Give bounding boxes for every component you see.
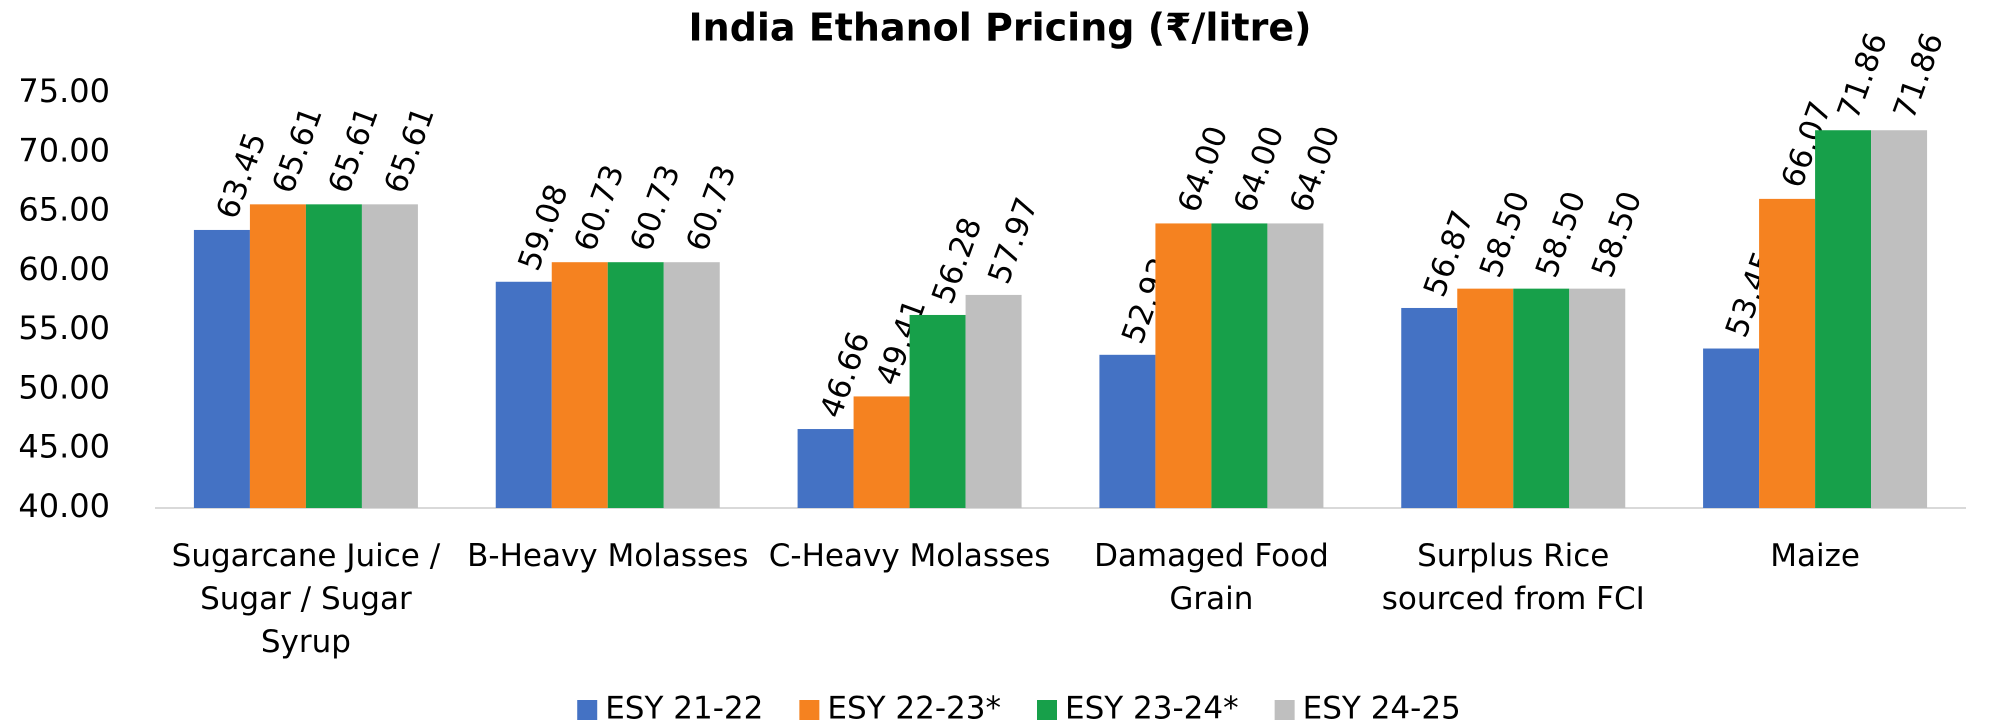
y-tick-label: 50.00 xyxy=(18,368,110,406)
value-label: 64.00 xyxy=(1171,121,1235,217)
bar xyxy=(965,294,1022,508)
bar xyxy=(249,204,306,509)
legend-swatch xyxy=(1274,700,1295,720)
value-label: 65.61 xyxy=(322,102,386,198)
bar xyxy=(1099,354,1156,508)
bar xyxy=(797,429,854,508)
bar xyxy=(1871,130,1928,508)
value-label: 64.00 xyxy=(1283,121,1347,217)
y-tick-label: 60.00 xyxy=(18,250,110,288)
y-tick-label: 65.00 xyxy=(18,191,110,229)
bar xyxy=(495,281,552,508)
value-label: 71.86 xyxy=(1831,28,1895,124)
x-tick-label: B-Heavy Molasses xyxy=(467,538,748,574)
value-label: 57.97 xyxy=(981,193,1045,289)
bar xyxy=(663,262,720,508)
bar xyxy=(1211,223,1268,508)
bar xyxy=(551,262,608,508)
bar xyxy=(1513,288,1570,508)
bar xyxy=(1759,198,1816,509)
value-label: 65.61 xyxy=(378,102,442,198)
legend-swatch xyxy=(1037,700,1057,720)
value-label: 58.50 xyxy=(1585,187,1649,283)
value-label: 56.87 xyxy=(1417,206,1481,302)
value-label: 59.08 xyxy=(511,180,575,276)
value-label: 60.73 xyxy=(623,160,687,256)
legend-item: ESY 22-23* xyxy=(799,691,1001,725)
bar xyxy=(607,262,664,508)
chart-title: India Ethanol Pricing (₹/litre) xyxy=(689,6,1312,50)
y-tick-label: 70.00 xyxy=(18,131,110,169)
legend-item: ESY 24-25 xyxy=(1274,691,1461,725)
legend-label: ESY 21-22 xyxy=(605,691,763,725)
value-label: 60.73 xyxy=(679,160,743,256)
value-label: 71.86 xyxy=(1887,28,1951,124)
bar xyxy=(1267,223,1324,508)
value-label: 65.61 xyxy=(266,102,330,198)
legend-label: ESY 23-24* xyxy=(1065,691,1239,725)
legend-swatch xyxy=(577,700,598,720)
bar xyxy=(1401,307,1458,508)
bar xyxy=(1569,288,1626,508)
value-label: 58.50 xyxy=(1473,187,1537,283)
bar xyxy=(1815,130,1872,508)
legend-item: ESY 23-24* xyxy=(1037,691,1239,725)
y-tick-label: 45.00 xyxy=(18,428,110,466)
value-label: 64.00 xyxy=(1227,121,1291,217)
x-tick-label: Maize xyxy=(1770,538,1860,574)
bar xyxy=(1155,223,1212,508)
bar xyxy=(305,204,362,509)
y-tick-label: 40.00 xyxy=(18,487,110,525)
bar xyxy=(1457,288,1514,508)
value-label: 56.28 xyxy=(925,213,989,309)
legend-swatch xyxy=(799,700,820,720)
bar xyxy=(909,314,966,508)
y-tick-label: 55.00 xyxy=(18,309,110,347)
bar xyxy=(193,229,250,508)
x-tick-label: Sugarcane Juice / Sugar / Sugar Syrup xyxy=(172,538,441,660)
bar xyxy=(361,204,418,509)
y-tick-label: 75.00 xyxy=(18,72,110,110)
legend-label: ESY 22-23* xyxy=(827,691,1001,725)
legend-item: ESY 21-22 xyxy=(577,691,763,725)
x-tick-label: Surplus Rice sourced from FCI xyxy=(1382,538,1645,617)
bar xyxy=(1703,348,1760,508)
x-tick-label: C-Heavy Molasses xyxy=(769,538,1051,574)
legend-label: ESY 24-25 xyxy=(1303,691,1461,725)
value-label: 60.73 xyxy=(567,160,631,256)
bar xyxy=(853,396,910,508)
value-label: 58.50 xyxy=(1529,187,1593,283)
x-tick-label: Damaged Food Grain xyxy=(1094,538,1329,617)
